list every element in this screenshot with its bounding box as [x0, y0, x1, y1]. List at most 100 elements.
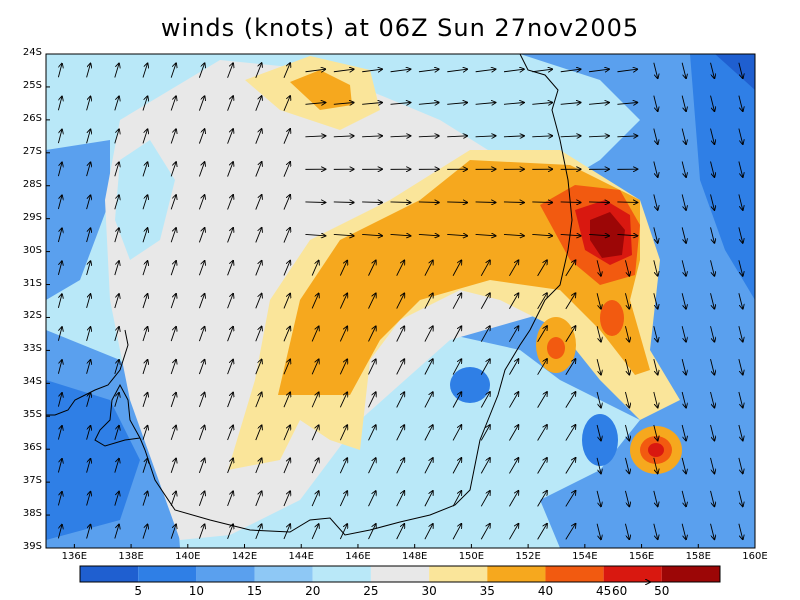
wind-arrow: [114, 525, 119, 539]
wind-region-5-10-ne: [715, 54, 755, 90]
wind-arrow: [86, 261, 91, 276]
wind-arrow: [114, 426, 119, 440]
wind-arrow: [424, 392, 433, 408]
wind-arrow: [617, 234, 637, 235]
wind-arrow: [311, 491, 319, 507]
wind-arrow: [57, 393, 62, 407]
wind-arrow: [710, 293, 715, 309]
wind-arrow: [738, 424, 743, 441]
wind-arrow: [255, 195, 262, 210]
wind-arrow: [198, 195, 204, 210]
lat-label-32S: 32S: [22, 310, 42, 322]
wind-blob-36s-core: [648, 443, 664, 457]
wind-arrow: [681, 457, 686, 474]
wind-arrow: [170, 96, 176, 111]
wind-arrow: [339, 491, 347, 507]
wind-arrow: [738, 62, 743, 79]
wind-arrow: [596, 523, 601, 540]
wind-arrow: [368, 524, 376, 540]
wind-arrow: [418, 103, 439, 105]
colorbar-label-40: 40: [537, 584, 554, 598]
lat-label-30S: 30S: [22, 244, 42, 256]
wind-arrow: [738, 293, 743, 309]
wind-arrow: [57, 525, 62, 539]
colorbar-swatch: [196, 566, 255, 582]
wind-arrow: [503, 103, 524, 105]
wind-arrow: [475, 234, 496, 235]
wind-arrow: [475, 69, 496, 72]
wind-arrow: [396, 491, 405, 507]
wind-vector-field: [57, 62, 743, 540]
wind-arrow: [283, 96, 290, 111]
lon-label-142E: 142E: [231, 551, 258, 562]
wind-arrow: [596, 293, 601, 309]
wind-arrow: [565, 392, 576, 408]
wind-arrow: [710, 523, 715, 540]
wind-arrow: [86, 129, 91, 144]
wind-arrow: [396, 524, 405, 540]
wind-arrow: [255, 261, 262, 276]
wind-arrow: [198, 162, 204, 177]
wind-arrow: [142, 162, 148, 177]
wind-arrow: [311, 326, 319, 342]
wind-arrow: [114, 294, 119, 309]
wind-arrow: [681, 293, 686, 309]
wind-arrow: [480, 293, 490, 309]
wind-arrow: [170, 459, 176, 473]
wind-arrow: [681, 358, 686, 375]
colorbar-swatch: [603, 566, 662, 582]
wind-arrow: [227, 228, 234, 243]
wind-arrow: [86, 294, 91, 309]
wind-arrow: [57, 228, 62, 243]
wind-arrow: [227, 162, 234, 177]
wind-arrow: [390, 202, 411, 203]
wind-arrow: [170, 426, 176, 441]
wind-arrow: [452, 425, 461, 441]
wind-arrow: [114, 96, 119, 111]
wind-blob-low-36s: [582, 414, 618, 466]
wind-arrow: [255, 63, 262, 78]
wind-arrow: [198, 458, 204, 474]
wind-arrow: [311, 524, 319, 540]
wind-arrow: [537, 260, 547, 277]
wind-arrow: [114, 261, 119, 276]
lon-label-146E: 146E: [345, 551, 371, 562]
wind-arrow: [447, 69, 467, 72]
wind-arrow: [625, 490, 629, 507]
wind-arrow: [283, 63, 290, 79]
wind-arrow: [396, 293, 405, 309]
wind-arrow: [198, 261, 204, 276]
wind-arrow: [227, 524, 234, 539]
wind-arrow: [503, 234, 524, 235]
wind-arrow: [305, 69, 326, 72]
wind-arrow: [86, 64, 91, 78]
wind-arrow: [390, 136, 411, 137]
wind-arrow: [305, 202, 325, 203]
wind-arrow: [227, 458, 234, 474]
wind-arrow: [227, 261, 234, 276]
wind-arrow: [537, 326, 547, 342]
lat-label-25S: 25S: [22, 79, 42, 91]
wind-arrow: [596, 391, 601, 408]
wind-arrow: [509, 491, 518, 507]
wind-arrow: [653, 227, 658, 243]
wind-arrow: [560, 69, 581, 72]
lon-label-160E: 160E: [742, 551, 768, 562]
wind-arrow: [368, 326, 376, 342]
wind-arrow: [255, 524, 262, 540]
lon-label-154E: 154E: [572, 551, 598, 562]
wind-arrow: [532, 69, 552, 72]
wind-arrow: [305, 103, 325, 105]
wind-arrow: [681, 260, 686, 276]
wind-arrow: [565, 293, 576, 310]
wind-arrow: [452, 326, 461, 342]
wind-arrow: [738, 194, 743, 210]
wind-arrow: [339, 458, 347, 474]
wind-arrow: [565, 260, 576, 277]
wind-arrow: [503, 202, 524, 203]
wind-arrow: [625, 424, 629, 441]
wind-arrow: [710, 391, 715, 408]
wind-arrow: [86, 525, 91, 539]
wind-arrow: [532, 234, 552, 235]
wind-arrow: [681, 490, 686, 507]
